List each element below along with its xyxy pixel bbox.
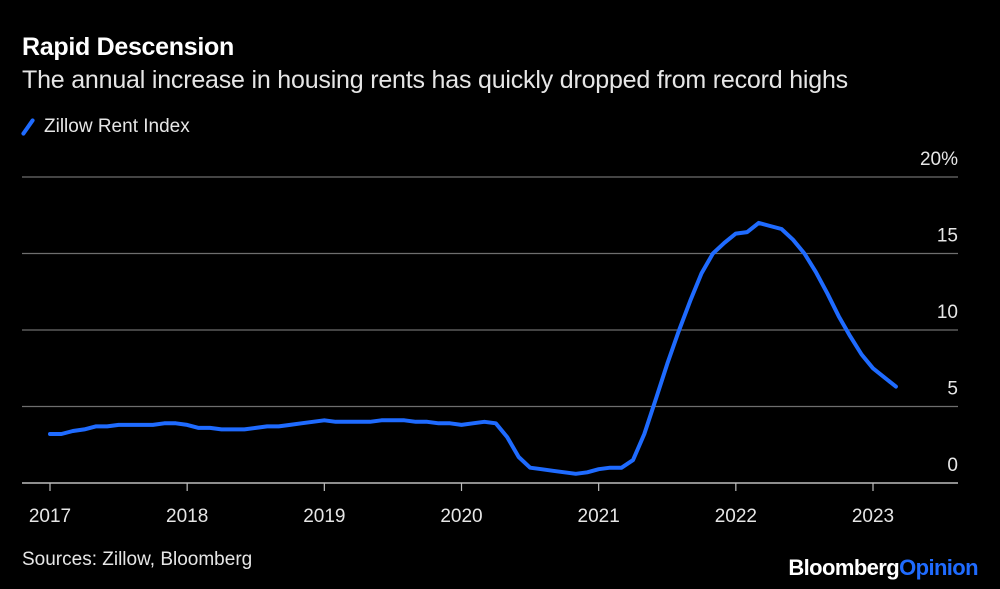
brand-part-2: Opinion bbox=[899, 555, 979, 580]
y-tick-label: 0 bbox=[947, 455, 958, 476]
series-line-0 bbox=[48, 220, 898, 476]
brand-logo: BloombergOpinion bbox=[788, 555, 978, 581]
legend-label: Zillow Rent Index bbox=[44, 116, 190, 137]
chart-subtitle: The annual increase in housing rents has… bbox=[22, 66, 848, 94]
brand-part-1: Bloomberg bbox=[788, 555, 900, 580]
x-tick-label: 2022 bbox=[715, 506, 757, 527]
x-tick-label: 2017 bbox=[29, 506, 71, 527]
x-tick-label: 2021 bbox=[578, 506, 620, 527]
x-tick-label: 2020 bbox=[440, 506, 482, 527]
y-tick-label: 5 bbox=[947, 379, 958, 400]
source-note: Sources: Zillow, Bloomberg bbox=[22, 549, 253, 570]
x-tick-label: 2023 bbox=[852, 506, 894, 527]
legend: Zillow Rent Index bbox=[20, 116, 190, 138]
y-tick-label: 20% bbox=[920, 149, 958, 170]
x-tick-label: 2018 bbox=[166, 506, 208, 527]
y-tick-label: 10 bbox=[937, 302, 958, 323]
y-tick-label: 15 bbox=[937, 226, 958, 247]
chart-title: Rapid Descension bbox=[22, 33, 234, 61]
x-tick-label: 2019 bbox=[303, 506, 345, 527]
